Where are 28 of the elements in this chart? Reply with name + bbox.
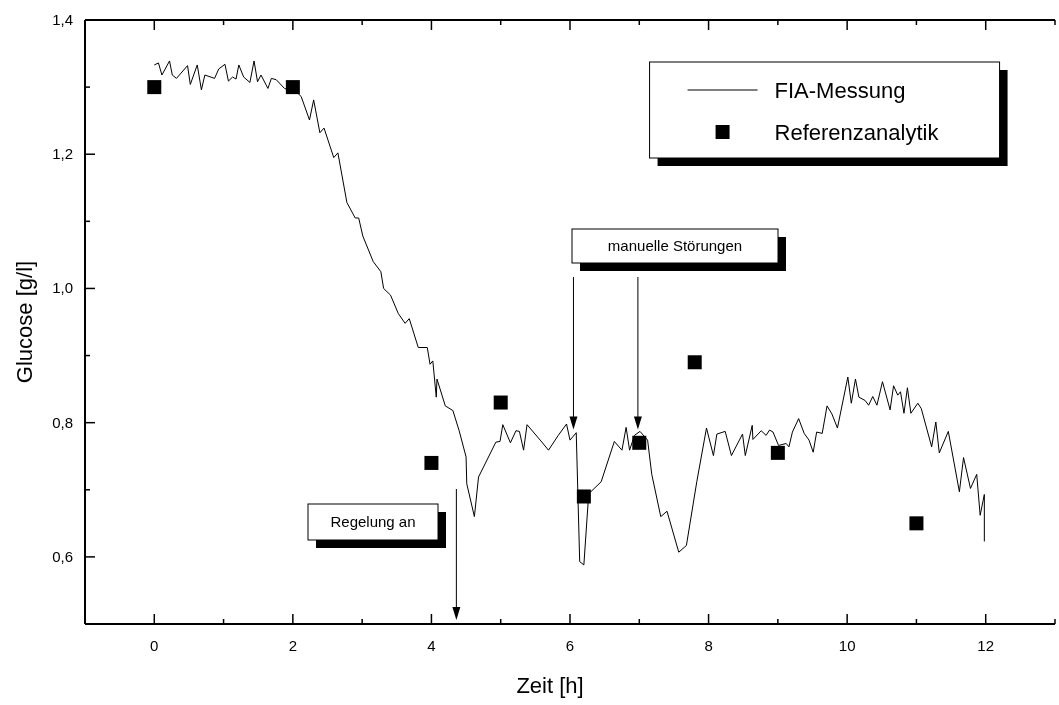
y-tick-label: 0,8 (52, 413, 73, 431)
point (687, 355, 702, 370)
x-tick-label: 12 (977, 637, 995, 654)
annotation: Regelung an (330, 513, 416, 531)
point (147, 80, 162, 95)
x-tick-label: 4 (427, 637, 436, 654)
x-tick-label: 6 (565, 637, 575, 654)
x-tick-label: 2 (288, 637, 298, 654)
point (632, 435, 647, 450)
point (285, 80, 300, 95)
point (424, 455, 439, 470)
point (770, 445, 785, 460)
point (493, 395, 508, 410)
y-tick-label: 0,6 (52, 547, 73, 565)
line-series (153, 60, 985, 566)
x-tick-label: 8 (704, 637, 713, 654)
legend-label: FIA-Messung (774, 78, 906, 103)
point (909, 516, 924, 531)
y-tick-label: 1,2 (52, 145, 73, 163)
x-tick-label: 10 (838, 637, 856, 654)
x-axis-title: Zeit [h] (516, 673, 584, 698)
y-tick-label: 1,0 (52, 279, 73, 297)
point (576, 489, 591, 504)
y-axis-title: Glucose [g/l] (12, 260, 37, 384)
y-tick-label: 1,4 (52, 11, 73, 28)
x-tick-label: 0 (150, 637, 159, 654)
legend-label: Referenzanalytik (774, 120, 940, 145)
annotation: manuelle Störungen (607, 237, 743, 255)
